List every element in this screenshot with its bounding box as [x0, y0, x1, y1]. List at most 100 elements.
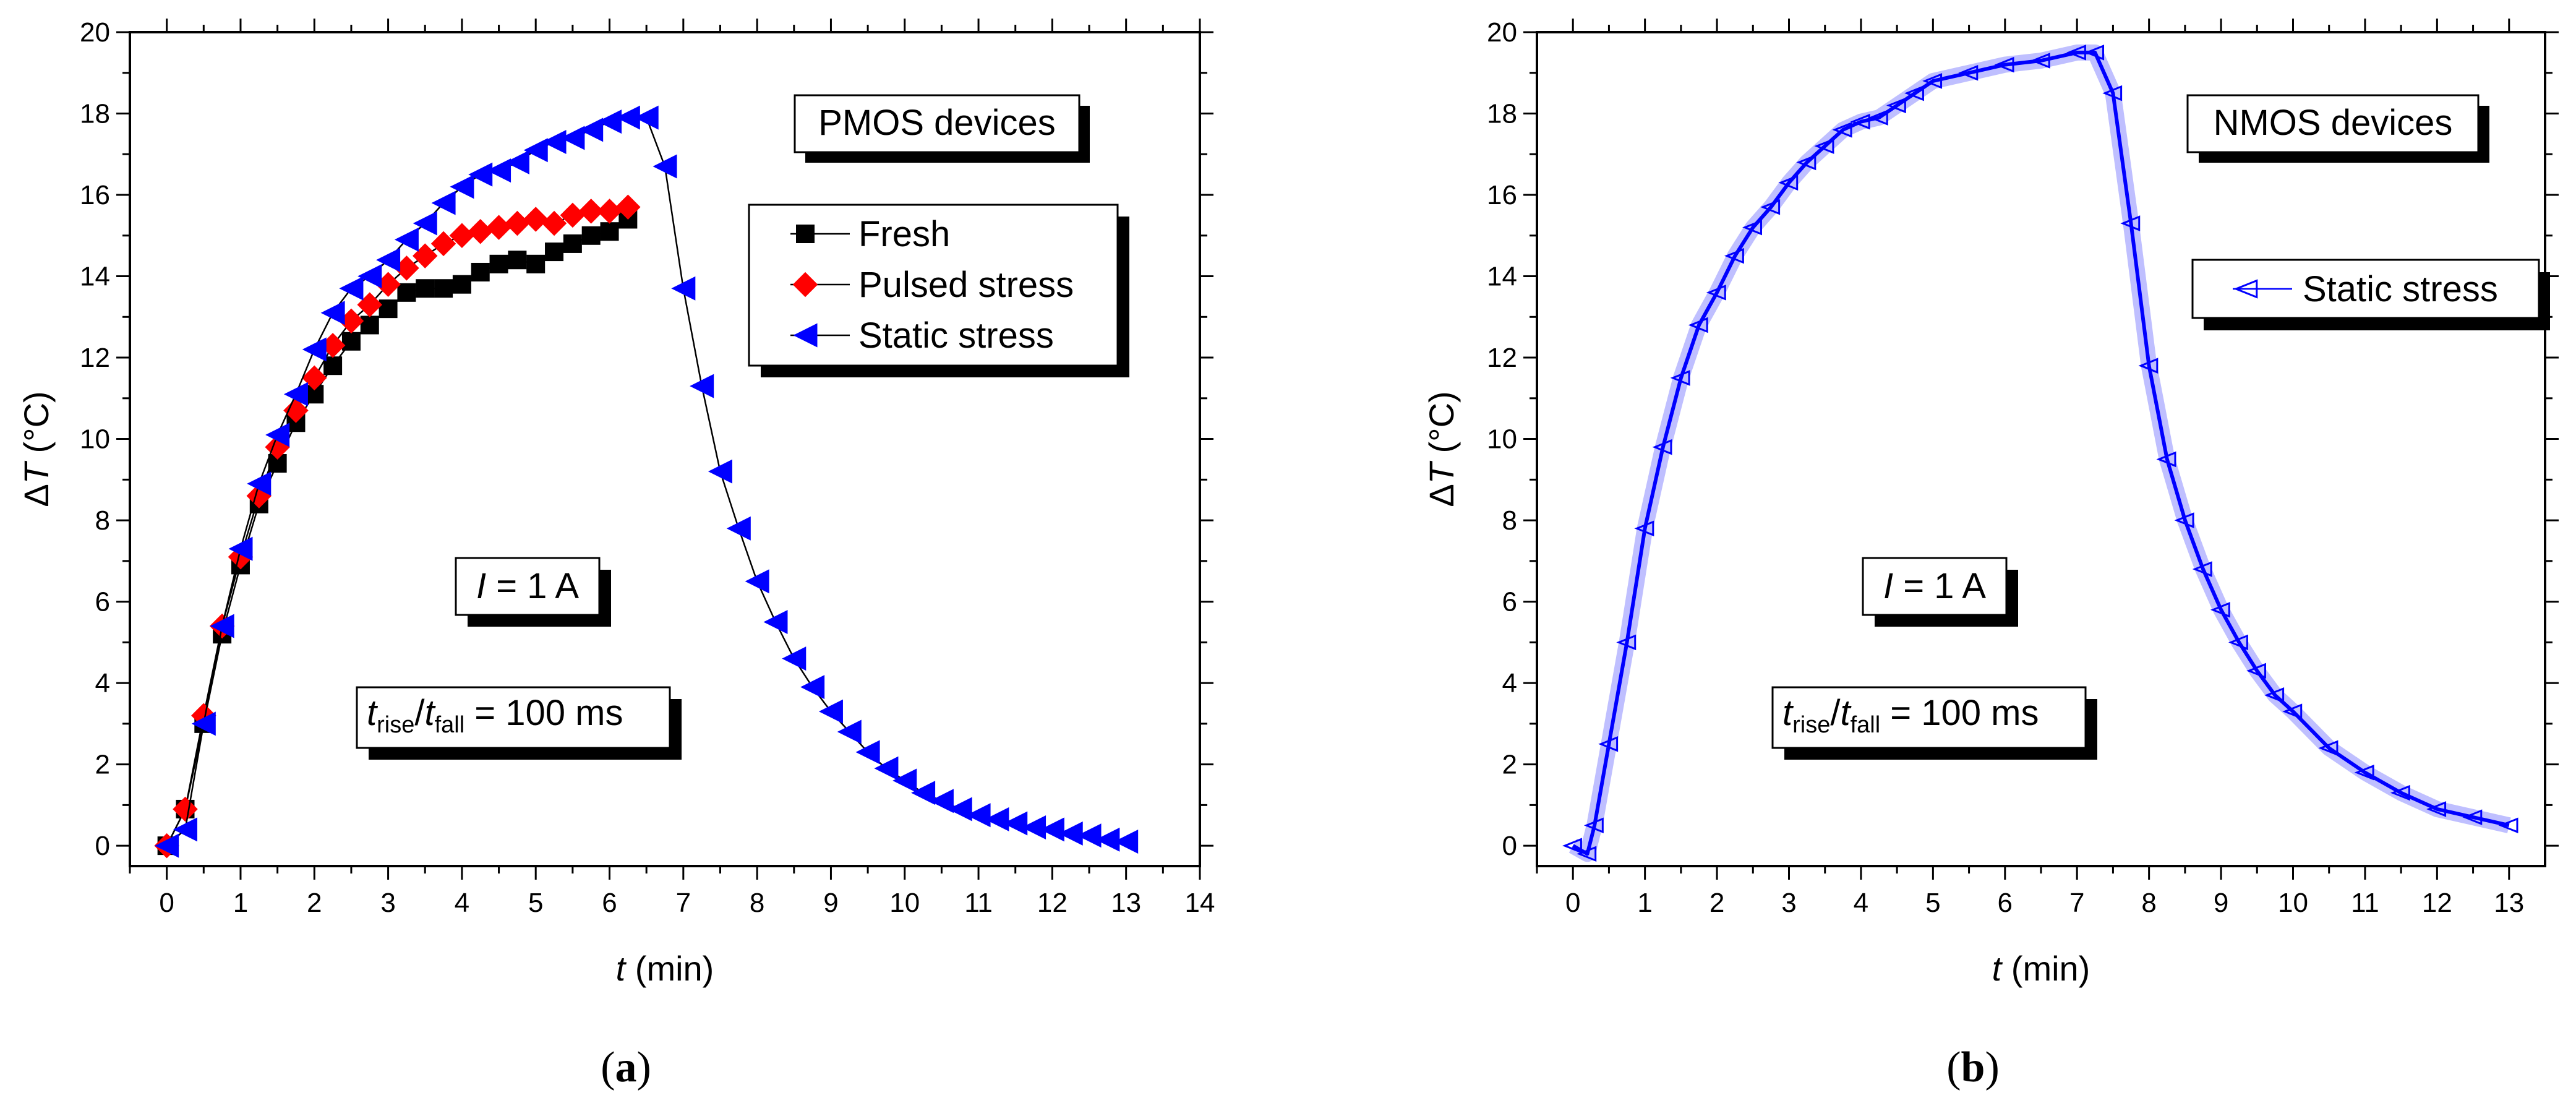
- data-point-static-stress: [2210, 601, 2230, 618]
- data-point-pulsed-stress: [578, 199, 604, 224]
- x-tick-label: 9: [2214, 888, 2228, 918]
- y-axis-label-b: ΔT (°C): [1422, 391, 1461, 507]
- data-point-static-stress: [579, 118, 604, 142]
- x-tick-label: 6: [1998, 888, 2013, 918]
- data-point-static-stress: [2426, 801, 2447, 817]
- legend-marker: [793, 323, 818, 348]
- data-point-pulsed-stress: [283, 398, 309, 423]
- y-tick-label: 2: [1502, 750, 1517, 780]
- x-tick-label: 13: [2494, 888, 2524, 918]
- legend-label-static-stress-a: Static stress: [858, 315, 1054, 356]
- data-point-static-stress: [2174, 512, 2194, 528]
- data-point-static-stress: [1616, 634, 1637, 651]
- data-point-pulsed-stress: [449, 223, 475, 249]
- data-point-fresh: [489, 254, 508, 273]
- data-point-static-stress: [690, 374, 714, 398]
- data-point-static-stress: [1598, 736, 1619, 752]
- data-point-static-stress: [283, 382, 308, 406]
- data-point-static-stress: [1904, 85, 1924, 101]
- plot-frame-a: [129, 31, 1201, 867]
- data-point-static-stress: [2462, 809, 2483, 825]
- data-point-pulsed-stress: [505, 210, 530, 236]
- data-point-fresh: [526, 254, 546, 273]
- data-point-static-stress: [671, 276, 696, 301]
- data-point-static-stress: [1868, 109, 1888, 126]
- timing-label-a: trise/tfall = 100 ms: [367, 693, 623, 738]
- data-point-static-stress: [911, 781, 936, 805]
- x-tick-label: 4: [455, 888, 469, 918]
- data-point-static-stress: [2318, 740, 2339, 757]
- data-point-static-stress: [542, 130, 567, 155]
- x-tick-label: 11: [964, 888, 993, 918]
- data-point-static-stress: [653, 154, 677, 179]
- data-point-static-stress: [615, 105, 640, 130]
- data-point-static-stress: [1562, 838, 1582, 854]
- data-point-pulsed-stress: [338, 308, 364, 334]
- x-tick-label: 11: [2351, 888, 2379, 918]
- data-point-static-stress: [837, 719, 862, 744]
- data-point-fresh: [434, 279, 453, 298]
- x-tick-label: 0: [1565, 888, 1580, 918]
- data-point-static-stress: [302, 337, 327, 362]
- data-point-static-stress: [2246, 663, 2266, 679]
- data-point-static-stress: [745, 569, 769, 594]
- data-point-static-stress: [1003, 811, 1028, 836]
- data-point-static-stress: [892, 768, 917, 793]
- data-point-static-stress: [2498, 817, 2518, 834]
- legend-label-pulsed-stress: Pulsed stress: [858, 265, 1074, 305]
- data-point-static-stress: [1958, 64, 1979, 81]
- data-point-static-stress: [560, 126, 585, 150]
- data-point-pulsed-stress: [320, 333, 346, 358]
- y-tick-label: 12: [1487, 343, 1517, 373]
- data-point-pulsed-stress: [560, 202, 586, 228]
- y-tick-label: 16: [1487, 180, 1517, 210]
- data-point-static-stress: [173, 817, 197, 842]
- data-point-static-stress: [1022, 815, 1046, 840]
- y-tick-label: 14: [1487, 262, 1517, 292]
- data-point-static-stress: [948, 797, 972, 822]
- data-point-static-stress: [985, 807, 1009, 831]
- y-tick-label: 16: [80, 180, 110, 210]
- legend-sample-a-1: [790, 272, 850, 298]
- data-point-fresh: [563, 234, 582, 253]
- data-point-pulsed-stress: [615, 194, 641, 220]
- x-tick-label: 12: [2422, 888, 2452, 918]
- data-point-static-stress: [2084, 45, 2105, 61]
- x-tick-label: 10: [889, 888, 920, 918]
- data-point-fresh: [581, 226, 601, 245]
- data-point-static-stress: [2138, 358, 2159, 374]
- series-line-static-stress: [1572, 50, 2510, 856]
- data-point-pulsed-stress: [173, 796, 198, 822]
- legend-label-fresh: Fresh: [858, 214, 950, 254]
- x-tick-label: 5: [528, 888, 543, 918]
- y-tick-label: 8: [95, 505, 110, 536]
- data-point-pulsed-stress: [597, 199, 622, 224]
- current-label-b: I = 1 A: [1883, 566, 1986, 606]
- x-tick-label: 14: [1185, 888, 1215, 918]
- legend-label-static-stress-b: Static stress: [2303, 269, 2498, 309]
- x-tick-label: 8: [750, 888, 764, 918]
- data-point-static-stress: [265, 423, 290, 447]
- current-label-a: I = 1 A: [476, 566, 579, 606]
- data-point-fresh: [379, 299, 398, 319]
- x-tick-label: 6: [602, 888, 617, 918]
- data-point-fresh: [452, 275, 471, 294]
- legend-sample-b-0: [2233, 279, 2292, 299]
- data-point-pulsed-stress: [430, 231, 456, 257]
- y-tick-label: 20: [1487, 17, 1517, 48]
- y-tick-label: 4: [95, 668, 110, 698]
- x-axis-label-a: t (min): [616, 949, 714, 988]
- data-point-pulsed-stress: [541, 210, 567, 236]
- data-point-static-stress: [505, 150, 529, 174]
- data-point-static-stress: [191, 711, 216, 736]
- panel-label-a: (a): [601, 1044, 651, 1091]
- data-point-static-stress: [2102, 85, 2123, 101]
- timing-box-a: trise/tfall = 100 ms: [356, 686, 682, 760]
- data-point-static-stress: [210, 614, 234, 638]
- legend-marker: [792, 272, 818, 298]
- data-point-static-stress: [1634, 520, 1654, 536]
- data-point-static-stress: [1994, 56, 2014, 73]
- data-point-fresh: [341, 332, 361, 351]
- current-box-b: I = 1 A: [1862, 557, 2018, 627]
